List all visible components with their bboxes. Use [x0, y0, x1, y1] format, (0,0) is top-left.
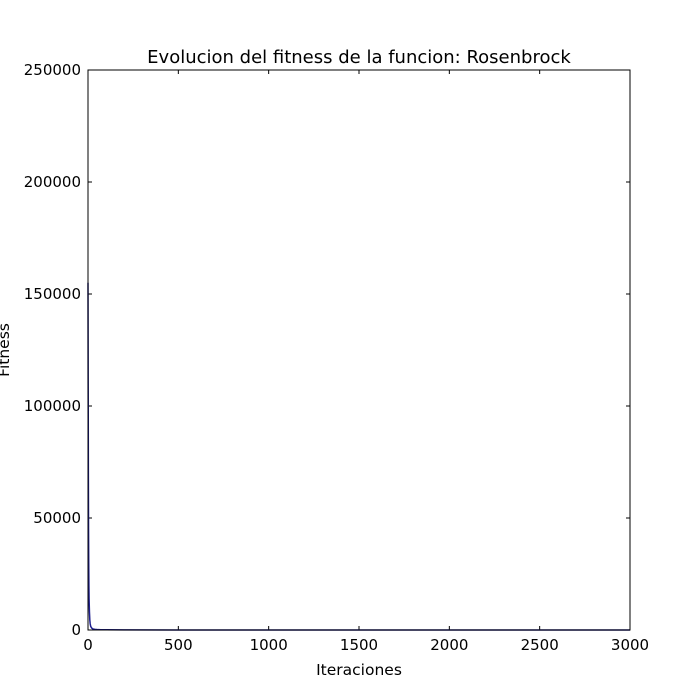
x-tick-label: 0	[83, 636, 93, 654]
x-tick-label: 3000	[611, 636, 649, 654]
x-tick-label: 1000	[250, 636, 288, 654]
y-tick-label: 250000	[24, 61, 81, 79]
y-tick-label: 200000	[24, 173, 81, 191]
y-tick-label: 50000	[33, 509, 81, 527]
x-tick-label: 1500	[340, 636, 378, 654]
y-tick-label: 150000	[24, 285, 81, 303]
y-tick-label: 0	[71, 621, 81, 639]
plot-frame	[87, 69, 631, 631]
y-tick-label: 100000	[24, 397, 81, 415]
x-tick-labels: 0 500 1000 1500 2000 2500 3000	[83, 636, 649, 654]
x-tick-label: 2000	[430, 636, 468, 654]
plot-background	[88, 70, 630, 630]
x-tick-label: 2500	[521, 636, 559, 654]
x-tick-label: 500	[164, 636, 193, 654]
chart-title: Evolucion del fitness de la funcion: Ros…	[147, 47, 571, 68]
y-tick-labels: 0 50000 100000 150000 200000 250000	[24, 61, 81, 639]
y-axis-label: Fitness	[0, 323, 13, 377]
x-axis-label: Iteraciones	[316, 661, 402, 679]
